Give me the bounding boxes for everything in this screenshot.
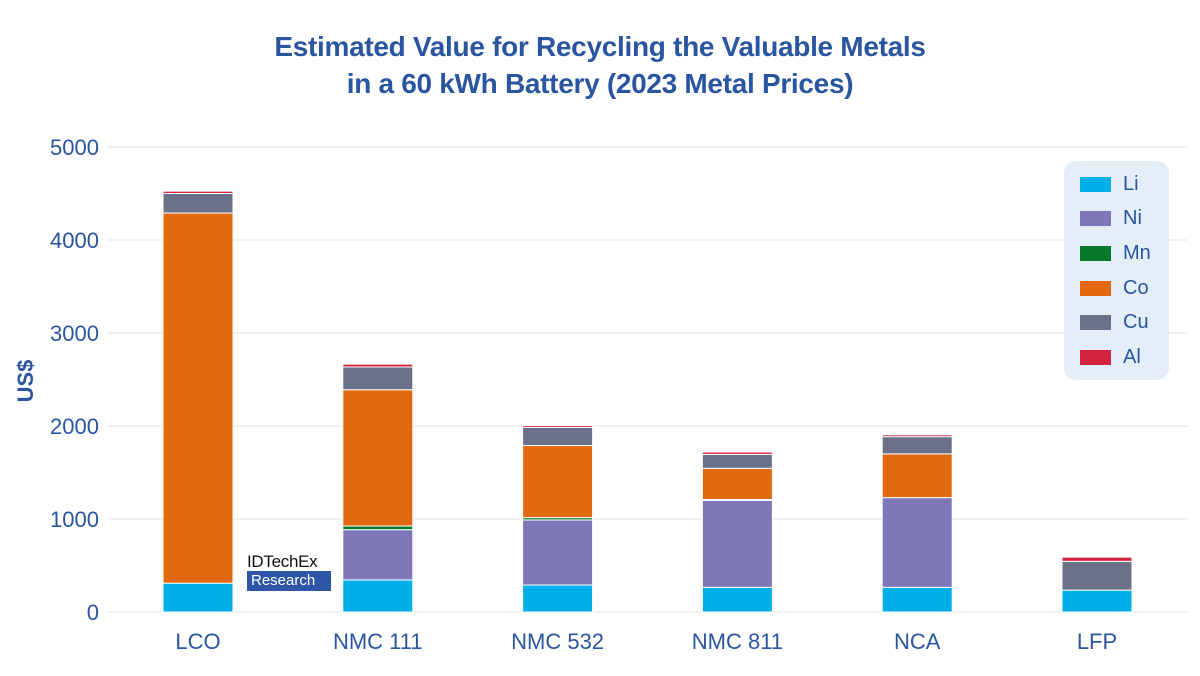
bar-segment-cu xyxy=(1061,560,1133,591)
legend-label: Li xyxy=(1123,172,1139,195)
bar-segment-co xyxy=(162,212,234,584)
legend-item-cu: Cu xyxy=(1080,311,1149,335)
legend-swatch xyxy=(1080,245,1111,261)
legend-item-al: Al xyxy=(1080,346,1141,370)
y-tick-label: 0 xyxy=(87,600,99,625)
bar-stack-nca xyxy=(881,434,953,613)
legend-swatch xyxy=(1080,315,1111,331)
bar-segment-co xyxy=(701,467,773,500)
x-tick-label: LFP xyxy=(1077,629,1117,654)
legend-item-mn: Mn xyxy=(1080,241,1151,265)
bar-segment-al xyxy=(162,190,234,195)
y-axis-label: US$ xyxy=(13,360,38,403)
bars xyxy=(162,190,1133,613)
bar-segment-cu xyxy=(881,436,953,455)
gridlines xyxy=(108,146,1187,613)
bar-segment-ni xyxy=(701,499,773,588)
bar-segment-al xyxy=(701,451,773,455)
legend: Li Ni Mn Co Cu Al xyxy=(1064,161,1169,380)
bar-segment-al xyxy=(522,425,594,428)
bar-segment-co xyxy=(522,445,594,519)
x-tick-label: NMC 532 xyxy=(511,629,604,654)
watermark-research: Research xyxy=(247,571,331,591)
legend-label: Cu xyxy=(1123,311,1149,334)
chart-title: Estimated Value for Recycling the Valuab… xyxy=(0,28,1200,102)
bar-segment-cu xyxy=(342,366,414,391)
bar-stack-lco xyxy=(162,190,234,613)
legend-label: Ni xyxy=(1123,207,1142,230)
bar-segment-cu xyxy=(701,453,773,469)
bar-segment-li xyxy=(881,586,953,613)
bar-segment-cu xyxy=(522,426,594,447)
bar-stack-nmc-532 xyxy=(522,425,594,613)
x-tick-label: NCA xyxy=(894,629,941,654)
y-tick-label: 4000 xyxy=(50,228,99,253)
chart-title-line-1: Estimated Value for Recycling the Valuab… xyxy=(274,31,926,62)
bar-segment-ni xyxy=(522,519,594,586)
bar-segment-mn xyxy=(342,525,414,531)
legend-label: Al xyxy=(1123,346,1141,368)
watermark-brand: IDTechEx xyxy=(247,552,318,571)
bar-segment-cu xyxy=(162,193,234,214)
x-tick-label: NMC 111 xyxy=(333,629,423,654)
bar-segment-ni xyxy=(881,497,953,588)
legend-swatch xyxy=(1080,280,1111,296)
legend-item-li: Li xyxy=(1080,172,1139,196)
bar-stack-nmc-111 xyxy=(342,363,414,613)
bar-stack-nmc-811 xyxy=(701,451,773,613)
bar-segment-li xyxy=(342,579,414,613)
legend-label: Mn xyxy=(1123,241,1151,264)
y-tick-label: 3000 xyxy=(50,321,99,346)
bar-segment-li xyxy=(522,584,594,613)
idtechex-watermark: IDTechEx Research xyxy=(247,553,332,591)
legend-item-co: Co xyxy=(1080,276,1149,300)
y-axis-ticks: 0 1000 2000 3000 4000 5000 xyxy=(50,135,99,625)
bar-segment-li xyxy=(701,586,773,613)
x-tick-label: NMC 811 xyxy=(692,629,783,654)
bar-segment-co xyxy=(342,389,414,527)
bar-segment-li xyxy=(162,582,234,613)
bar-segment-li xyxy=(1061,589,1133,613)
bar-segment-al xyxy=(881,434,953,438)
bar-segment-al xyxy=(342,363,414,368)
legend-label: Co xyxy=(1123,276,1149,299)
legend-swatch xyxy=(1080,350,1111,365)
y-tick-label: 1000 xyxy=(50,507,99,532)
x-tick-label: LCO xyxy=(175,629,220,654)
legend-swatch xyxy=(1080,211,1111,227)
y-tick-label: 5000 xyxy=(50,135,99,160)
bar-segment-al xyxy=(1061,556,1133,562)
chart-title-line-2: in a 60 kWh Battery (2023 Metal Prices) xyxy=(346,68,854,99)
bar-stack-lfp xyxy=(1061,556,1133,613)
bar-segment-co xyxy=(881,453,953,499)
legend-swatch xyxy=(1080,176,1111,192)
x-axis-ticks: LCO NMC 111 NMC 532 NMC 811 NCA LFP xyxy=(175,629,1117,654)
y-tick-label: 2000 xyxy=(50,414,99,439)
bar-segment-ni xyxy=(342,529,414,581)
legend-item-ni: Ni xyxy=(1080,207,1142,231)
